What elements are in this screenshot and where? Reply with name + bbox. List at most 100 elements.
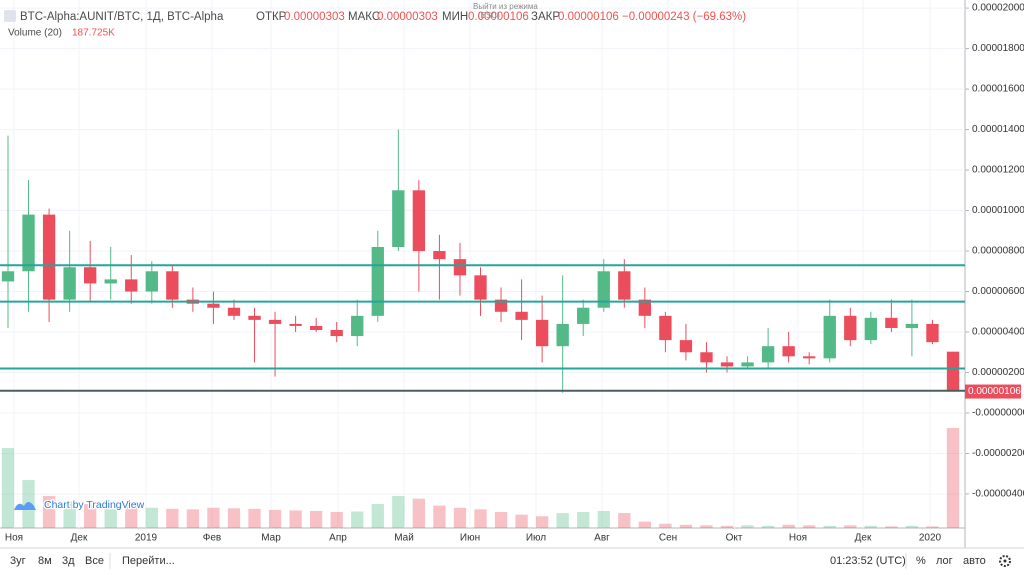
volume-bar: [412, 498, 426, 528]
candle-body: [515, 311, 528, 320]
volume-bar: [761, 525, 775, 528]
volume-bar: [207, 507, 220, 528]
x-tick-label: Сен: [659, 533, 677, 544]
watermark[interactable]: Chart by TradingView: [14, 498, 146, 512]
percent-button[interactable]: %: [916, 555, 926, 567]
x-tick-label: 2020: [919, 533, 942, 544]
volume-bar: [720, 525, 734, 528]
candle-body: [268, 319, 282, 324]
watermark-text: Chart by TradingView: [44, 499, 145, 511]
y-tick-label: -0.00000000: [972, 408, 1024, 419]
change: −0.00000243 (−69.63%): [622, 11, 746, 23]
volume-bar: [823, 525, 836, 528]
gear-center: [1003, 559, 1007, 563]
last-price-label: 0.00000106: [968, 386, 1021, 397]
candle-body: [63, 267, 76, 300]
volume-bar: [42, 496, 56, 528]
y-tick-label: 0.00001000: [972, 205, 1024, 216]
volume-bar: [330, 512, 343, 528]
volume-bar: [392, 496, 405, 528]
symbol-toggle[interactable]: [4, 10, 16, 22]
y-tick-label: 0.00001200: [972, 165, 1024, 176]
volume-bar: [700, 525, 713, 528]
volume-bar: [166, 508, 179, 528]
volume-bar: [433, 505, 446, 528]
candle-body: [1, 271, 15, 282]
y-tick-label: 0.00002000: [972, 3, 1024, 14]
goto-button[interactable]: Перейти...: [122, 555, 175, 567]
y-tick-label: -0.00000400: [972, 489, 1024, 500]
candle-body: [207, 303, 220, 308]
log-button[interactable]: лог: [936, 555, 953, 567]
exit-hint[interactable]: Выйти из режима: [473, 2, 538, 11]
volume-bar: [351, 511, 364, 528]
volume-bar: [84, 504, 97, 528]
candle-body: [433, 251, 446, 260]
volume-bar: [268, 509, 282, 528]
candle-body: [577, 307, 590, 324]
volume-bar: [453, 507, 467, 528]
candle-body: [905, 323, 919, 328]
x-tick-label: Дек: [855, 533, 872, 544]
x-tick-label: Мар: [261, 533, 281, 544]
candle-body: [392, 190, 405, 247]
close-label: ЗАКР: [531, 11, 560, 23]
candle-body: [351, 315, 364, 337]
x-tick-label: Июл: [526, 533, 546, 544]
candle-body: [844, 315, 857, 341]
candle-body: [474, 275, 487, 300]
volume-bar: [618, 513, 631, 528]
candle-body: [885, 317, 898, 328]
candle-body: [782, 346, 795, 357]
candle-body: [741, 362, 754, 367]
volume-bar: [597, 510, 610, 528]
exit-key: (ESC): [478, 11, 500, 20]
candle-body: [104, 279, 117, 284]
y-tick-label: 0.00001400: [972, 124, 1024, 135]
volume-bar: [474, 509, 487, 528]
volume-bar: [494, 512, 508, 528]
candle-body: [926, 323, 939, 343]
volume-bar: [186, 509, 200, 528]
x-tick-label: Окт: [726, 533, 743, 544]
candle-body: [453, 259, 467, 276]
volume-bar: [577, 512, 590, 528]
x-tick-label: Ноя: [789, 533, 807, 544]
gear: [999, 555, 1011, 567]
volume-bar: [309, 510, 323, 528]
candle-body: [125, 279, 138, 292]
auto-button[interactable]: авто: [963, 555, 986, 567]
candle-body: [597, 271, 610, 308]
candle-body: [166, 271, 179, 300]
x-tick-label: Апр: [329, 533, 347, 544]
candle-body: [679, 340, 693, 353]
volume-pane: [1, 428, 960, 528]
clock: 01:23:52 (UTC): [830, 555, 906, 567]
low-value: 0.00000106: [468, 11, 529, 23]
candle-body: [946, 351, 960, 392]
settings-button[interactable]: [999, 555, 1011, 567]
range-button[interactable]: 8м: [38, 555, 52, 567]
volume-bar: [638, 521, 652, 528]
volume-bar: [248, 508, 261, 528]
low-label: МИН: [442, 11, 468, 23]
high-value: 0.00000303: [377, 11, 438, 23]
range-button[interactable]: 3д: [62, 555, 75, 567]
volume-bar: [803, 525, 816, 528]
range-button[interactable]: Все: [85, 555, 104, 567]
volume-bar: [679, 524, 693, 528]
candle-body: [700, 352, 713, 363]
volume-bar: [371, 504, 384, 528]
candle-body: [227, 307, 241, 316]
y-tick-label: -0.00000200: [972, 448, 1024, 459]
volume-value: 187.725K: [72, 28, 115, 39]
candle-body: [371, 246, 384, 316]
range-button[interactable]: 3уг: [10, 555, 26, 567]
volume-bar: [864, 525, 877, 528]
x-tick-label: Авг: [594, 533, 610, 544]
candle-body: [22, 214, 35, 272]
volume-bar: [556, 513, 569, 528]
open-value: 0.00000303: [284, 11, 345, 23]
volume-bar: [926, 526, 939, 528]
